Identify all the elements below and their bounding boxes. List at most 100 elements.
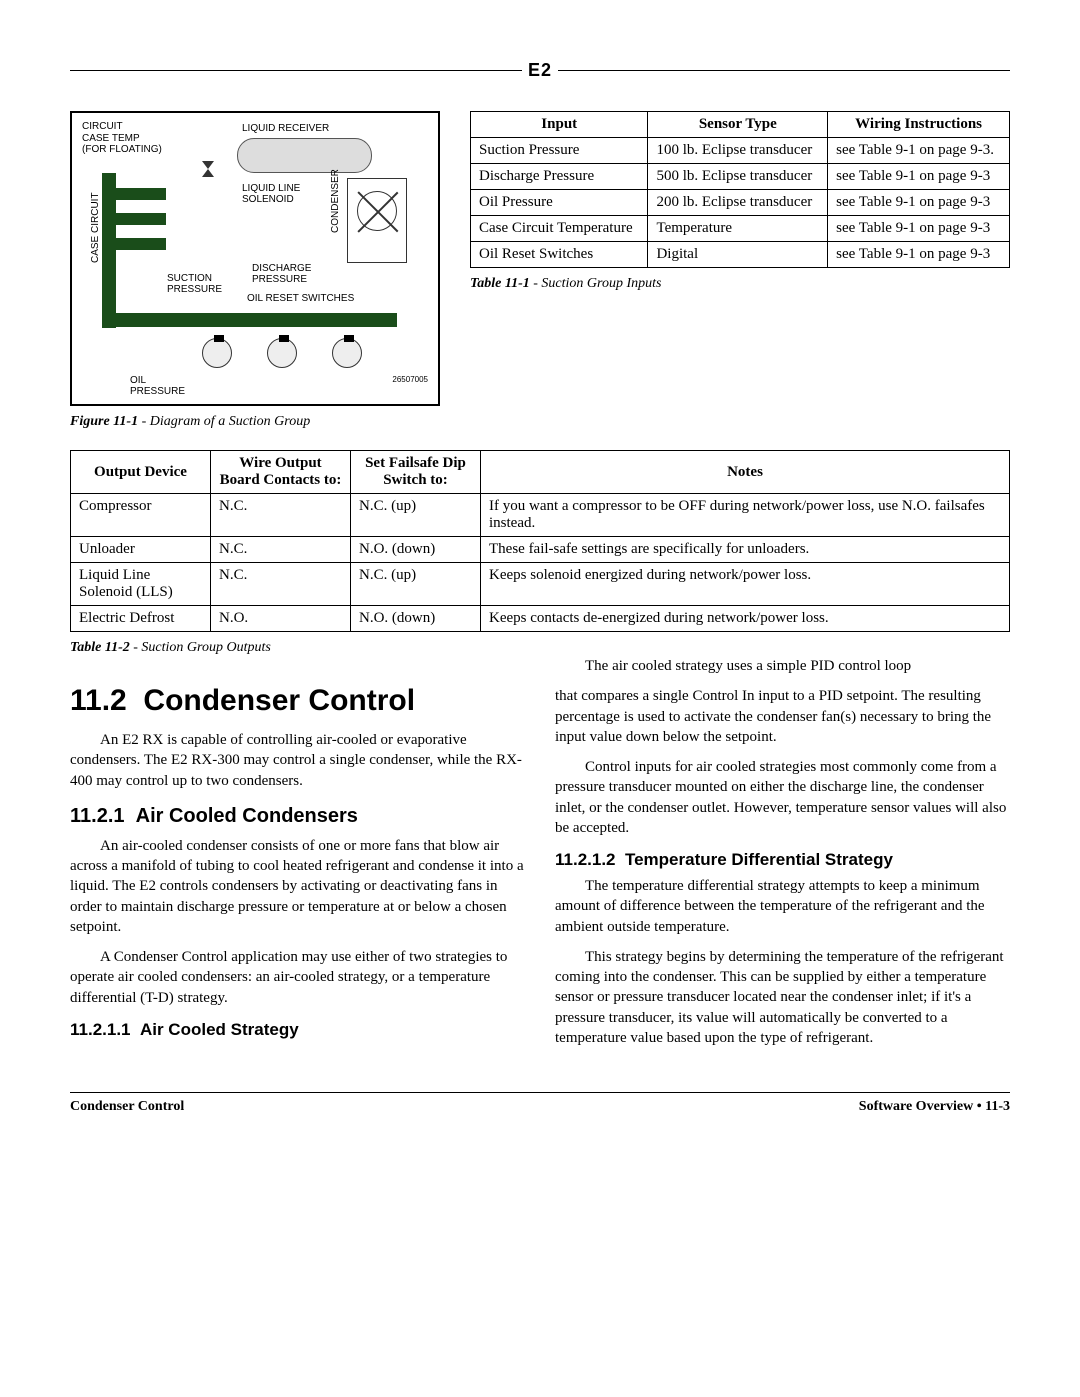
figure-caption-text: - Diagram of a Suction Group: [138, 414, 310, 429]
table2-caption-text: - Suction Group Outputs: [130, 640, 271, 655]
th-failsafe-dip: Set Failsafe Dip Switch to:: [351, 451, 481, 494]
footer-left: Condenser Control: [70, 1099, 184, 1115]
outputs-table-body: CompressorN.C.N.C. (up)If you want a com…: [71, 494, 1010, 632]
paragraph: The temperature differential strategy at…: [555, 876, 1010, 937]
table2-caption: Table 11-2 - Suction Group Outputs: [70, 640, 1010, 656]
condenser-label: CONDENSER: [330, 169, 341, 233]
table-cell: see Table 9-1 on page 9-3: [828, 242, 1010, 268]
paragraph: The air cooled strategy uses a simple PI…: [555, 656, 1010, 676]
table-cell: Oil Reset Switches: [471, 242, 648, 268]
table-cell: see Table 9-1 on page 9-3: [828, 164, 1010, 190]
heading-title: Condenser Control: [143, 684, 415, 717]
table-cell: N.O.: [211, 606, 351, 632]
table-cell: 500 lb. Eclipse transducer: [648, 164, 828, 190]
compressor-icon: [267, 338, 297, 368]
page-header-rule: E2: [70, 60, 1010, 81]
heading-number: 11.2: [70, 684, 127, 717]
condenser-fan-icon: [357, 191, 397, 231]
oil-reset-switches-label: OIL RESET SWITCHES: [247, 293, 354, 304]
e2-logo: E2: [522, 60, 558, 81]
pipe-branch: [116, 213, 166, 225]
th-wiring: Wiring Instructions: [828, 112, 1010, 138]
figure-caption: Figure 11-1 - Diagram of a Suction Group: [70, 414, 440, 430]
table-cell: Compressor: [71, 494, 211, 537]
table-row: Oil Pressure200 lb. Eclipse transducerse…: [471, 190, 1010, 216]
th-wire-contacts: Wire Output Board Contacts to:: [211, 451, 351, 494]
paragraph: Control inputs for air cooled strategies…: [555, 757, 1010, 838]
table-cell: Electric Defrost: [71, 606, 211, 632]
heading-number: 11.2.1.2: [555, 850, 616, 869]
paragraph: An air-cooled condenser consists of one …: [70, 836, 525, 937]
table-row: Electric DefrostN.O.N.O. (down)Keeps con…: [71, 606, 1010, 632]
suction-group-inputs-table: Input Sensor Type Wiring Instructions Su…: [470, 111, 1010, 268]
table-row: Discharge Pressure500 lb. Eclipse transd…: [471, 164, 1010, 190]
table-cell: Temperature: [648, 216, 828, 242]
paragraph: An E2 RX is capable of controlling air-c…: [70, 730, 525, 791]
table-cell: N.C.: [211, 563, 351, 606]
rule-left: [70, 70, 522, 71]
page-footer: Condenser Control Software Overview • 11…: [70, 1092, 1010, 1115]
section-heading-11-2-1-2: 11.2.1.2 Temperature Differential Strate…: [555, 850, 1010, 870]
suction-group-outputs-table: Output Device Wire Output Board Contacts…: [70, 450, 1010, 632]
upper-region: CIRCUIT CASE TEMP (FOR FLOATING) LIQUID …: [70, 111, 1010, 430]
case-circuit-label: CASE CIRCUIT: [90, 192, 101, 263]
paragraph: This strategy begins by determining the …: [555, 947, 1010, 1048]
heading-title: Air Cooled Condensers: [136, 805, 358, 827]
rule-right: [558, 70, 1010, 71]
table-row: CompressorN.C.N.C. (up)If you want a com…: [71, 494, 1010, 537]
footer-right: Software Overview • 11-3: [859, 1099, 1010, 1115]
table-cell: 100 lb. Eclipse transducer: [648, 138, 828, 164]
table-row: Oil Reset SwitchesDigitalsee Table 9-1 o…: [471, 242, 1010, 268]
pipe-horizontal: [102, 313, 397, 327]
table-cell: see Table 9-1 on page 9-3.: [828, 138, 1010, 164]
table-cell: Keeps solenoid energized during network/…: [481, 563, 1010, 606]
table-cell: These fail-safe settings are specificall…: [481, 537, 1010, 563]
table-cell: N.C.: [211, 537, 351, 563]
section-heading-11-2-1: 11.2.1 Air Cooled Condensers: [70, 805, 525, 828]
pipe-vertical: [102, 173, 116, 328]
table-cell: 200 lb. Eclipse transducer: [648, 190, 828, 216]
table-row: Liquid Line Solenoid (LLS)N.C.N.C. (up)K…: [71, 563, 1010, 606]
heading-number: 11.2.1: [70, 805, 125, 827]
table-row: Suction Pressure100 lb. Eclipse transduc…: [471, 138, 1010, 164]
table-cell: N.O. (down): [351, 606, 481, 632]
table-cell: Digital: [648, 242, 828, 268]
heading-title: Temperature Differential Strategy: [625, 850, 893, 869]
table-row: Case Circuit TemperatureTemperaturesee T…: [471, 216, 1010, 242]
heading-number: 11.2.1.1: [70, 1020, 131, 1039]
table-cell: Unloader: [71, 537, 211, 563]
table-cell: Oil Pressure: [471, 190, 648, 216]
table-cell: see Table 9-1 on page 9-3: [828, 216, 1010, 242]
figure-column: CIRCUIT CASE TEMP (FOR FLOATING) LIQUID …: [70, 111, 440, 430]
diagram-part-number: 26507005: [392, 375, 428, 384]
figure-caption-label: Figure 11-1: [70, 414, 138, 429]
valve-icon: [202, 169, 214, 177]
table-cell: Keeps contacts de-energized during netwo…: [481, 606, 1010, 632]
table-cell: N.C. (up): [351, 494, 481, 537]
th-notes: Notes: [481, 451, 1010, 494]
heading-title: Air Cooled Strategy: [140, 1020, 299, 1039]
table-cell: Case Circuit Temperature: [471, 216, 648, 242]
section-heading-11-2: 11.2 Condenser Control: [70, 684, 525, 718]
th-sensor-type: Sensor Type: [648, 112, 828, 138]
paragraph: A Condenser Control application may use …: [70, 947, 525, 1008]
inputs-table-body: Suction Pressure100 lb. Eclipse transduc…: [471, 138, 1010, 268]
suction-pressure-label: SUCTION PRESSURE: [167, 273, 222, 295]
table-header-row: Input Sensor Type Wiring Instructions: [471, 112, 1010, 138]
table1-caption-text: - Suction Group Inputs: [530, 276, 662, 291]
discharge-pressure-label: DISCHARGE PRESSURE: [252, 263, 311, 285]
table-cell: Discharge Pressure: [471, 164, 648, 190]
table2-caption-label: Table 11-2: [70, 640, 130, 655]
table-cell: If you want a compressor to be OFF durin…: [481, 494, 1010, 537]
table-cell: N.C.: [211, 494, 351, 537]
liquid-receiver-shape: [237, 138, 372, 173]
compressor-icon: [332, 338, 362, 368]
table1-caption-label: Table 11-1: [470, 276, 530, 291]
inputs-table-column: Input Sensor Type Wiring Instructions Su…: [470, 111, 1010, 430]
oil-pressure-label: OIL PRESSURE: [130, 375, 185, 397]
pipe-branch: [116, 238, 166, 250]
table1-caption: Table 11-1 - Suction Group Inputs: [470, 276, 1010, 292]
pipe-branch: [116, 188, 166, 200]
table-cell: Liquid Line Solenoid (LLS): [71, 563, 211, 606]
compressor-icon: [202, 338, 232, 368]
